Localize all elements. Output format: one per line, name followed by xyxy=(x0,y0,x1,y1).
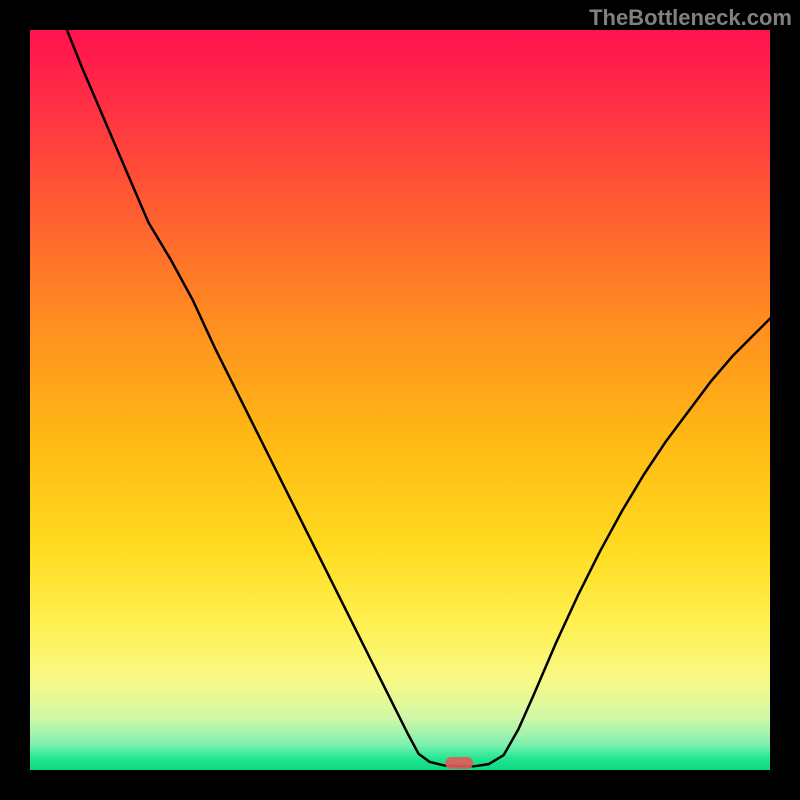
current-position-marker xyxy=(445,757,473,769)
watermark-text: TheBottleneck.com xyxy=(589,5,792,31)
chart-svg xyxy=(30,30,770,770)
plot-area xyxy=(30,30,770,770)
bottleneck-curve xyxy=(67,30,770,766)
